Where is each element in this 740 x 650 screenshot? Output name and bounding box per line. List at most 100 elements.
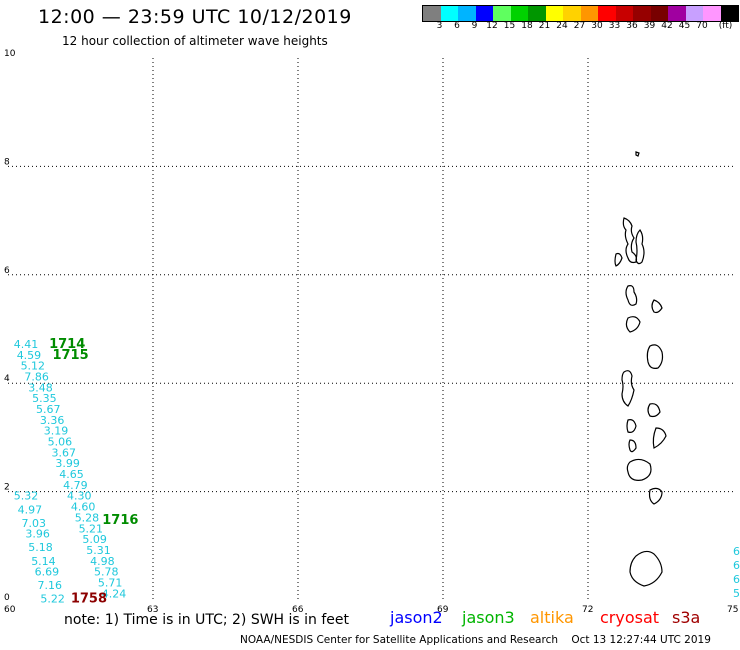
- satellite-name-cryosat: cryosat: [600, 608, 660, 627]
- map-subtitle: 12 hour collection of altimeter wave hei…: [62, 34, 328, 48]
- longitude-tick-label: 60: [4, 605, 16, 615]
- legend-label: 27: [573, 21, 586, 31]
- legend-swatch: [563, 6, 581, 21]
- legend-swatch: [440, 6, 458, 21]
- island-outline: [626, 458, 652, 481]
- satellite-name-jason3: jason3: [462, 608, 515, 627]
- latitude-tick-label: 6: [4, 266, 10, 276]
- wave-height-value: 5.: [733, 587, 740, 600]
- legend-swatch: [580, 6, 598, 21]
- island-outline: [635, 229, 645, 265]
- legend-label: 9: [471, 21, 478, 31]
- latitude-tick-label: 0: [4, 593, 10, 603]
- island-outline: [621, 370, 635, 407]
- wave-height-value: 6: [733, 545, 740, 558]
- wave-height-labels: 4.414.595.127.863.485.355.673.363.195.06…: [14, 338, 126, 606]
- island-outline: [628, 439, 637, 453]
- island-outline: [625, 316, 641, 333]
- credit-line: NOAA/NESDIS Center for Satellite Applica…: [240, 634, 711, 646]
- island-outline: [635, 151, 640, 157]
- wave-height-value: 4.30: [67, 490, 92, 503]
- wave-height-value: 5.06: [48, 436, 72, 449]
- units-note: note: 1) Time is in UTC; 2) SWH is in fe…: [64, 612, 350, 628]
- wave-height-value: 3.19: [44, 425, 68, 438]
- island-outline: [648, 487, 663, 505]
- wave-height-value: 5.18: [28, 541, 53, 554]
- legend-label: 30: [591, 21, 603, 31]
- wave-height-value: 5.31: [86, 544, 111, 557]
- legend-swatch: [510, 6, 528, 21]
- satellite-name-jason2: jason2: [390, 608, 443, 627]
- legend-label: 6: [454, 21, 460, 31]
- longitude-tick-label: 66: [292, 605, 304, 615]
- legend-swatch: [668, 6, 686, 21]
- legend-label: 36: [626, 21, 638, 31]
- pass-time-label: 1714: [49, 337, 85, 352]
- legend-label: 21: [538, 21, 551, 31]
- wave-height-value: 4.97: [18, 503, 42, 516]
- wave-height-value: 6: [733, 573, 740, 586]
- longitude-tick-label: 69: [437, 605, 449, 615]
- island-outline: [646, 344, 664, 369]
- legend-label: 3: [436, 21, 443, 31]
- wave-height-value: 4.79: [63, 479, 88, 492]
- wave-height-value: 4.65: [59, 468, 84, 481]
- legend-swatch: [493, 6, 511, 21]
- longitude-tick-label: 72: [582, 605, 593, 615]
- latitude-tick-label: 4: [4, 374, 10, 384]
- legend-swatch: [598, 6, 616, 21]
- legend-label: 42: [661, 21, 673, 31]
- legend-swatch: [703, 6, 721, 21]
- wave-height-value: 7.03: [22, 517, 47, 530]
- wave-height-value: 5.14: [31, 555, 56, 568]
- latitude-tick-label: 10: [4, 49, 16, 59]
- wave-height-value: 5.78: [94, 566, 119, 579]
- wave-height-value: 4.41: [14, 338, 39, 351]
- island-outline: [626, 419, 637, 433]
- wave-height-value: 5.71: [98, 576, 123, 589]
- wave-height-value: 3.67: [52, 446, 77, 459]
- pass-time-label: 1758: [71, 592, 107, 607]
- legend-swatch: [720, 6, 738, 21]
- legend-swatch: [650, 6, 668, 21]
- legend-label: 33: [608, 21, 621, 31]
- wave-height-value: 5.35: [32, 392, 57, 405]
- longitude-tick-label: 63: [147, 605, 158, 615]
- legend-swatch: [615, 6, 633, 21]
- legend-swatch: [458, 6, 476, 21]
- wave-height-legend-labels: 3 6 9 12 15 18 21 24 27 30 33 36 39 42 45 70 (ft): [422, 21, 740, 35]
- wave-height-value: 5.12: [21, 360, 46, 373]
- legend-label: 24: [556, 21, 568, 31]
- legend-label: 45: [678, 21, 691, 31]
- wave-height-value: 7.16: [37, 579, 62, 592]
- island-outline: [625, 285, 638, 306]
- wave-height-value: 5.67: [36, 403, 61, 416]
- wave-height-value: 5.09: [82, 533, 107, 546]
- island-outline: [651, 299, 663, 314]
- wave-height-value: 3.48: [28, 381, 53, 394]
- wave-height-value: 4.98: [90, 555, 115, 568]
- wave-height-value: 5.22: [40, 593, 64, 606]
- wave-height-value: 4.24: [102, 587, 127, 600]
- map-title: 12:00 — 23:59 UTC 10/12/2019: [38, 6, 352, 28]
- grid-lines: [8, 58, 733, 600]
- longitude-tick-label: 75: [727, 605, 738, 615]
- legend-label: 18: [521, 21, 533, 31]
- legend-swatch: [528, 6, 546, 21]
- wave-height-value: 5.32: [14, 490, 39, 503]
- pass-time-label: 1715: [52, 348, 88, 363]
- legend-label: 70: [696, 21, 708, 31]
- wave-height-value: 5.28: [75, 511, 100, 524]
- wave-height-color-legend: [422, 5, 739, 22]
- island-outline: [614, 252, 623, 267]
- wave-height-value: 4.59: [17, 349, 42, 362]
- legend-label: (ft): [718, 21, 733, 31]
- satellite-name-altika: altika: [530, 608, 574, 627]
- legend-label: 15: [503, 21, 516, 31]
- wave-height-value: 7.86: [24, 370, 49, 383]
- legend-swatch: [633, 6, 651, 21]
- satellite-name-s3a: s3a: [672, 608, 701, 627]
